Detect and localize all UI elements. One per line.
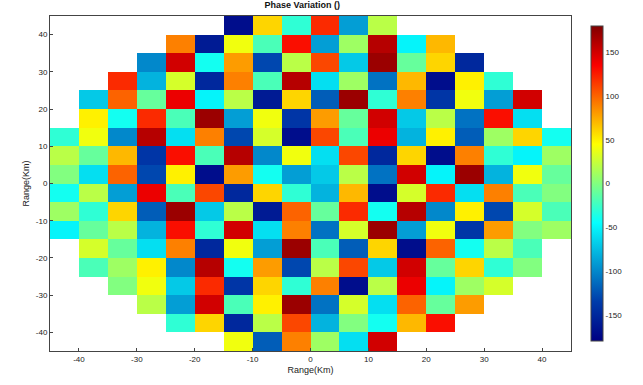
- svg-text:-10: -10: [36, 217, 48, 226]
- svg-text:-30: -30: [131, 355, 143, 364]
- svg-text:40: 40: [38, 30, 47, 39]
- svg-text:0: 0: [43, 179, 48, 188]
- svg-text:0: 0: [308, 355, 313, 364]
- svg-text:100: 100: [606, 92, 620, 101]
- svg-text:-100: -100: [606, 267, 623, 276]
- svg-text:20: 20: [422, 355, 431, 364]
- svg-text:Phase Variation (): Phase Variation (): [264, 0, 340, 10]
- svg-text:50: 50: [606, 136, 615, 145]
- svg-text:-30: -30: [36, 291, 48, 300]
- svg-text:-50: -50: [606, 223, 618, 232]
- svg-text:30: 30: [480, 355, 489, 364]
- svg-text:-40: -40: [73, 355, 85, 364]
- svg-text:20: 20: [38, 105, 47, 114]
- svg-text:0: 0: [606, 179, 611, 188]
- svg-text:-20: -20: [36, 254, 48, 263]
- svg-text:30: 30: [38, 68, 47, 77]
- svg-text:Range(Km): Range(Km): [21, 160, 31, 206]
- svg-text:150: 150: [606, 48, 620, 57]
- svg-text:Range(Km): Range(Km): [287, 365, 333, 375]
- svg-text:-40: -40: [36, 328, 48, 337]
- svg-text:10: 10: [364, 355, 373, 364]
- svg-text:-10: -10: [247, 355, 259, 364]
- svg-text:-20: -20: [189, 355, 201, 364]
- svg-text:10: 10: [38, 142, 47, 151]
- svg-text:-150: -150: [606, 311, 623, 320]
- svg-text:40: 40: [538, 355, 547, 364]
